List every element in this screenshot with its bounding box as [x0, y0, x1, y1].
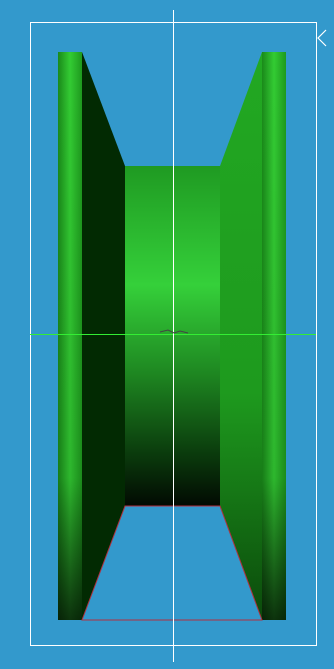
left-flange-shade: [58, 52, 82, 620]
right-flange-shade: [262, 52, 286, 620]
hub: [125, 166, 220, 506]
page: [0, 0, 334, 669]
viewport: [0, 0, 334, 669]
